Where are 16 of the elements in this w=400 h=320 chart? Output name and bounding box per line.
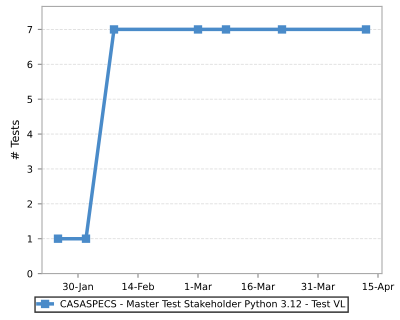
x-tick-label: 31-Mar (302, 282, 336, 290)
y-tick-label: 1 (28, 235, 32, 242)
x-tick-label: 1-Mar (185, 282, 212, 290)
y-tick-label: 3 (28, 165, 32, 173)
y-tick-label: 0 (27, 270, 32, 278)
y-tick-label: 5 (28, 96, 32, 104)
x-tick-label: 30-Jan (63, 282, 93, 292)
x-tick-label: 14-Feb (122, 282, 154, 290)
y-axis-title: # Tests (10, 120, 20, 160)
x-tick-label: 15-Apr (362, 282, 394, 292)
x-tick-label: 16-Mar (242, 282, 276, 290)
legend-label: CASASPECS - Master Test Stakeholder Python 3.12 - Test VL (60, 300, 346, 310)
y-tick-label: 2 (28, 200, 32, 208)
y-tick-label: 4 (27, 130, 32, 138)
y-tick-label: 6 (27, 60, 32, 68)
y-tick-label: 7 (28, 26, 32, 34)
